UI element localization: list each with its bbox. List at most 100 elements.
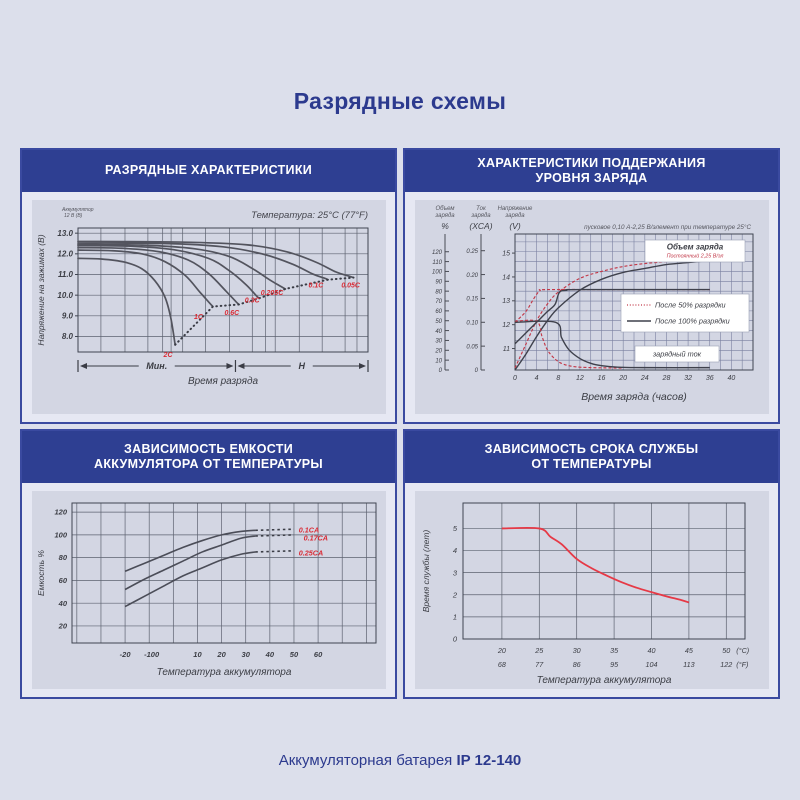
axis-tick-label-percent: 50 xyxy=(435,319,442,325)
y-tick-label: 20 xyxy=(57,622,67,631)
x-tick-label: 40 xyxy=(264,650,274,659)
x-tick-label: 28 xyxy=(661,375,670,382)
y-tick-label: 2 xyxy=(451,590,457,599)
x-tick-label-celsius: 25 xyxy=(534,646,544,655)
panels-grid: РАЗРЯДНЫЕ ХАРАКТЕРИСТИКИ 13.0 12.0 11.0 10.… xyxy=(20,148,780,699)
plot-border xyxy=(77,227,368,353)
series-0.3C xyxy=(76,244,260,300)
series-voltage-after-100 xyxy=(514,288,710,345)
axis-title: заряда xyxy=(434,213,455,219)
panel-capacity-title: ЗАВИСИМОСТЬ ЕМКОСТИ АККУМУЛЯТОРА ОТ ТЕМП… xyxy=(22,431,395,483)
axis-tick-label-current: 0.05 xyxy=(466,344,478,350)
axis-tick-label-current: 0 xyxy=(474,368,478,374)
celsius-unit-label: (°C) xyxy=(736,646,749,655)
axis-tick-label-percent: 90 xyxy=(435,280,442,286)
curve-label: 0.1C xyxy=(308,282,324,289)
panel-discharge-title: РАЗРЯДНЫЕ ХАРАКТЕРИСТИКИ xyxy=(22,150,395,192)
plot-border xyxy=(514,233,753,371)
curve-label: 0.05C xyxy=(341,282,361,289)
axis-tick-label-current: 0.20 xyxy=(466,273,478,279)
x-tick-label: 8 xyxy=(556,375,560,382)
curve-label: 0.6C xyxy=(224,310,240,317)
axis-tick-label-percent: 110 xyxy=(432,260,442,266)
x-tick-label: 36 xyxy=(705,375,713,382)
charge-retention-chart: 0102030405060708090100110120Объемзаряда%… xyxy=(414,200,769,414)
series-volume-after-100 xyxy=(513,259,710,371)
axis-title: заряда xyxy=(504,213,525,219)
curve-label: 1C xyxy=(194,314,204,321)
y-tick-label: 1 xyxy=(452,612,456,621)
y-tick-label: 60 xyxy=(58,576,67,585)
fahrenheit-unit-label: (°F) xyxy=(736,660,748,669)
legend-current: зарядный ток xyxy=(651,350,701,359)
panel-life-body: 0 1 2 3 4 5 Время службы (лет) 20 25 30 35 40 45 50 (°… xyxy=(405,483,778,697)
x-tick-label-fahrenheit: 77 xyxy=(535,660,544,669)
axis-unit: (XCA) xyxy=(469,221,492,231)
y-axis-label: Время службы (лет) xyxy=(421,530,431,613)
y-tick-label: 4 xyxy=(452,546,456,555)
series-2C xyxy=(76,257,176,346)
arrowhead-right xyxy=(358,363,366,369)
panel-title-text: ХАРАКТЕРИСТИКИ ПОДДЕРЖАНИЯ УРОВНЯ ЗАРЯДА xyxy=(477,155,706,185)
y-tick-label: 100 xyxy=(54,530,67,539)
axis-tick-label-current: 0.15 xyxy=(466,297,478,303)
curve-label: 2C xyxy=(162,352,173,359)
axis-title: Объем xyxy=(435,206,454,212)
x-tick-label-celsius: 35 xyxy=(610,646,619,655)
series-current-after-50 xyxy=(514,319,623,369)
legend-after50: После 50% разрядки xyxy=(655,301,726,310)
y-tick-label: 13.0 xyxy=(57,229,73,238)
x-tick-label-celsius: 30 xyxy=(572,646,580,655)
x-tick-label: 40 xyxy=(727,375,735,382)
x-axis-label: Температура аккумулятора xyxy=(536,675,671,686)
y-tick-label: 12.0 xyxy=(57,249,73,258)
page-footer: Аккумуляторная батарея IP 12-140 xyxy=(0,752,800,769)
corner-note: 12 В (В) xyxy=(64,213,83,219)
axis-title: Напряжение xyxy=(497,206,532,212)
y-tick-label: 9.0 xyxy=(61,311,73,320)
curve-label: 0.205C xyxy=(260,290,284,297)
panel-title-text: ЗАВИСИМОСТЬ ЕМКОСТИ АККУМУЛЯТОРА ОТ ТЕМП… xyxy=(94,441,323,471)
axis-tick-label-percent: 80 xyxy=(435,289,442,295)
axis-tick-label-voltage: 13 xyxy=(502,298,510,305)
x-tick-label: 20 xyxy=(618,375,627,382)
curve-label: 0.1CA xyxy=(298,526,318,535)
x-tick-label: 10 xyxy=(193,650,202,659)
y-tick-label: 40 xyxy=(57,599,67,608)
plot-border xyxy=(462,502,745,640)
axis-tick-label-percent: 0 xyxy=(438,368,442,374)
series-0.1CA-dashed xyxy=(254,528,294,532)
panel-charge-title: ХАРАКТЕРИСТИКИ ПОДДЕРЖАНИЯ УРОВНЯ ЗАРЯДА xyxy=(405,150,778,192)
panel-capacity-body: 20 40 60 80 100 120 Емкость % -20 -100 10 20 30 40 50… xyxy=(22,483,395,697)
x-tick-label-fahrenheit: 95 xyxy=(610,660,619,669)
legend-after100: После 100% разрядки xyxy=(655,317,730,326)
knee-dotted-line xyxy=(173,276,354,346)
x-tick-label: 4 xyxy=(534,375,538,382)
arrowhead-left xyxy=(79,363,87,369)
curve-label: 0.25CA xyxy=(298,548,322,557)
curve-label: 0.17CA xyxy=(303,534,327,543)
axis-unit: % xyxy=(441,221,449,231)
series-service-life xyxy=(501,526,689,604)
legend-box-discharge xyxy=(620,293,749,333)
axis-tick-label-percent: 100 xyxy=(431,270,442,276)
x-tick-label: -100 xyxy=(144,650,160,659)
x-tick-label-celsius: 20 xyxy=(496,646,505,655)
panel-title-text: РАЗРЯДНЫЕ ХАРАКТЕРИСТИКИ xyxy=(104,163,313,178)
y-tick-label: 3 xyxy=(452,568,457,577)
page-title: Разрядные схемы xyxy=(293,88,507,114)
x-tick-label-fahrenheit: 113 xyxy=(683,660,694,669)
y-axis-label: Емкость % xyxy=(36,550,46,596)
series-0.25CA xyxy=(124,551,255,608)
axis-title: заряда xyxy=(470,213,491,219)
y-axis-label: Напряжение на зажимах (В) xyxy=(36,234,46,345)
panel-capacity-vs-temperature: ЗАВИСИМОСТЬ ЕМКОСТИ АККУМУЛЯТОРА ОТ ТЕМП… xyxy=(20,429,397,699)
x-tick-label-celsius: 40 xyxy=(647,646,655,655)
chart-note: пусковое 0,10 А-2,25 В/элемент при темпе… xyxy=(584,223,751,231)
x-tick-label: 24 xyxy=(639,375,648,382)
panel-life-title: ЗАВИСИМОСТЬ СРОКА СЛУЖБЫ ОТ ТЕМПЕРАТУРЫ xyxy=(405,431,778,483)
series-1C xyxy=(76,249,214,308)
axis-tick-label-voltage: 12 xyxy=(502,322,510,329)
x-axis-label: Температура аккумулятора xyxy=(156,667,291,678)
axis-tick-label-percent: 30 xyxy=(435,339,442,345)
